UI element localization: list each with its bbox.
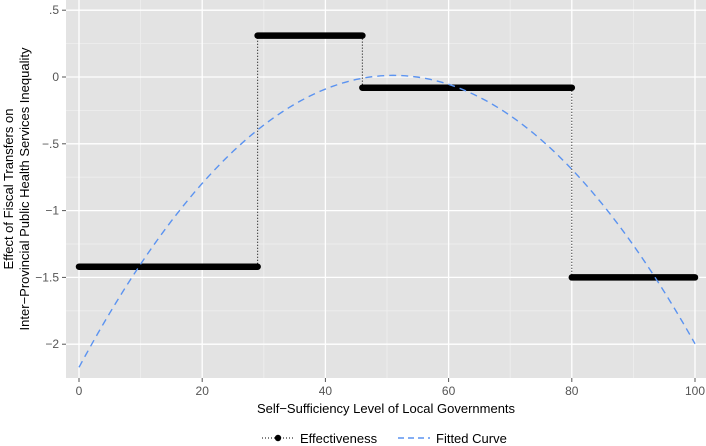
legend-key-effectiveness	[262, 434, 295, 442]
legend-dot-effectiveness	[274, 434, 282, 442]
x-tick-label: 80	[565, 384, 579, 398]
x-tick-label: 40	[319, 384, 333, 398]
fitted-curve-line	[78, 74, 696, 368]
x-axis-title: Self−Sufficiency Level of Local Governme…	[257, 401, 516, 416]
y-tick-label: −1	[45, 204, 59, 218]
x-tick-label: 0	[76, 384, 83, 398]
grid-minor	[66, 0, 706, 378]
y-tick-label: −1.5	[35, 270, 59, 284]
y-axis: .5 0 −.5 −1 −1.5 −2	[35, 3, 66, 351]
y-axis-title-line-2: Inter−Provincial Public Health Services …	[17, 47, 32, 330]
x-tick-label: 60	[442, 384, 456, 398]
series-layer	[75, 32, 699, 368]
plot-panel	[66, 0, 706, 378]
y-tick-label: −.5	[42, 137, 59, 151]
legend-label-effectiveness: Effectiveness	[300, 431, 378, 446]
grid-major	[66, 0, 706, 378]
y-tick-label: .5	[49, 3, 59, 17]
x-tick-label: 100	[685, 384, 705, 398]
x-axis: 0 20 40 60 80 100	[76, 378, 705, 398]
y-axis-title-line-1: Effect of Fiscal Transfers on	[1, 109, 16, 270]
legend: Effectiveness Fitted Curve	[262, 431, 507, 446]
y-axis-title: Effect of Fiscal Transfers on Inter−Prov…	[1, 47, 32, 330]
x-tick-label: 20	[196, 384, 210, 398]
legend-label-fitted-curve: Fitted Curve	[436, 431, 507, 446]
y-tick-label: −2	[45, 337, 59, 351]
y-tick-label: 0	[52, 70, 59, 84]
